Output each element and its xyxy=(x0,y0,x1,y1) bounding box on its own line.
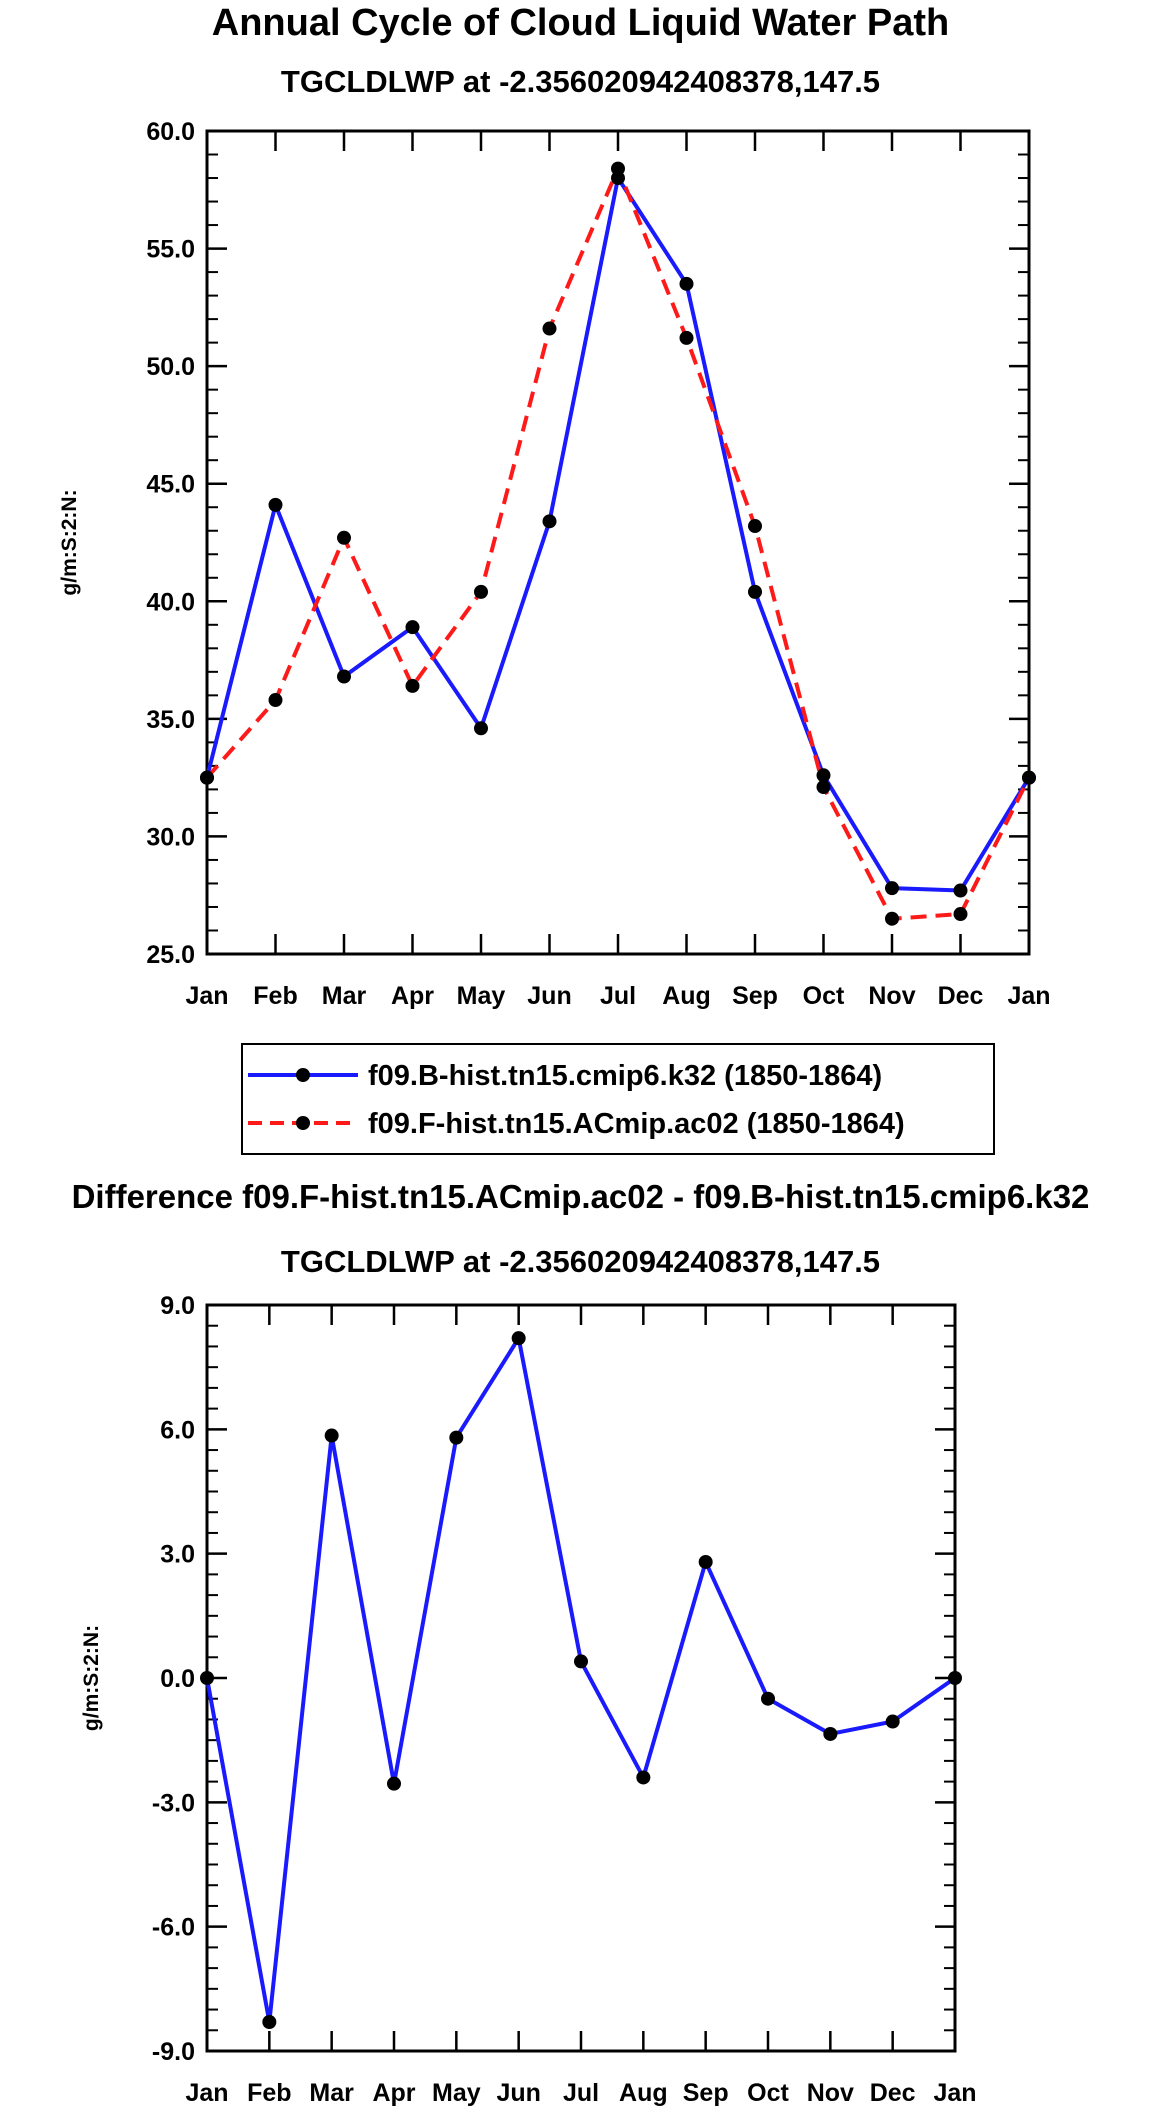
chart2-ytick-label: -3.0 xyxy=(152,1789,195,1817)
chart1-series-2-point xyxy=(816,780,831,795)
chart1-series-1-point xyxy=(953,883,968,898)
chart1-ylabel: g/m:S:2:N: xyxy=(58,489,81,595)
chart1-ytick-label: 30.0 xyxy=(146,823,195,851)
chart2-series-1-point xyxy=(324,1428,339,1443)
chart1-series-1-point xyxy=(542,514,557,529)
chart2-xtick-label: Oct xyxy=(747,2079,789,2107)
chart2-series-1-point xyxy=(948,1671,962,1685)
chart2-plot: Jan Feb Mar Apr May Jun Jul Aug Sep Oct Nov Dec Jan -… xyxy=(80,1292,977,2107)
chart2-series-1-point xyxy=(698,1554,713,1569)
chart2-ytick-label: 0.0 xyxy=(160,1665,195,1693)
chart2-series-1-point xyxy=(636,1770,651,1785)
chart2-ytick-label: -6.0 xyxy=(152,1914,195,1942)
chart1-xtick-label: May xyxy=(457,982,506,1010)
chart1-series-2-point xyxy=(953,907,968,922)
chart1-series-2-point xyxy=(1022,770,1036,785)
chart1-title: Annual Cycle of Cloud Liquid Water Path xyxy=(211,2,950,44)
chart1-legend: f09.B-hist.tn15.cmip6.k32 (1850-1864) f0… xyxy=(241,1043,995,1155)
chart2-xtick-label: Feb xyxy=(247,2079,291,2107)
chart2-series-1-point xyxy=(262,2014,277,2029)
chart1-ytick-label: 55.0 xyxy=(146,236,195,264)
chart1-ytick-label: 35.0 xyxy=(146,706,195,734)
chart1-series-2-line xyxy=(205,166,1031,921)
chart1-ytick-label: 40.0 xyxy=(146,588,195,616)
chart2-series-1-line xyxy=(205,1336,957,2024)
chart2-ylabel: g/m:S:2:N: xyxy=(80,1625,103,1731)
chart1-series-1-point xyxy=(474,721,488,736)
chart1-ytick-label: 25.0 xyxy=(146,941,195,969)
legend-label-series-2: f09.F-hist.tn15.ACmip.ac02 (1850-1864) xyxy=(368,1108,905,1140)
chart2-series-1-point xyxy=(574,1654,588,1669)
chart2-series-1-point xyxy=(200,1671,214,1685)
chart1-xtick-label: Oct xyxy=(803,982,845,1010)
chart1-xtick-label: Jan xyxy=(185,982,228,1010)
chart1-series-2-point xyxy=(337,530,351,545)
legend-marker-series-1 xyxy=(296,1068,310,1082)
chart2-frame xyxy=(205,1303,957,2053)
chart2-title: Difference f09.F-hist.tn15.ACmip.ac02 - … xyxy=(71,1178,1090,1215)
chart1-xtick-label: Sep xyxy=(732,982,778,1010)
chart1-series-2-point xyxy=(474,584,488,599)
chart2-xtick-label: Jun xyxy=(496,2079,540,2107)
chart2-xtick-label: Nov xyxy=(807,2079,854,2107)
chart1-series-2-point xyxy=(542,321,557,336)
chart2-xtick-label: Jul xyxy=(563,2079,599,2107)
chart1-series-1-point xyxy=(268,497,283,512)
chart1-frame xyxy=(205,129,1031,956)
chart1-series-2-point xyxy=(885,911,899,926)
legend-label-series-1: f09.B-hist.tn15.cmip6.k32 (1850-1864) xyxy=(368,1060,882,1092)
chart1-series-1-point xyxy=(885,881,899,896)
chart1-xtick-label: Nov xyxy=(868,982,915,1010)
chart2-xtick-label: Mar xyxy=(309,2079,354,2107)
chart1-series-1-point xyxy=(405,620,420,635)
chart1-series-2-point xyxy=(679,330,694,345)
legend-marker-series-2 xyxy=(296,1116,310,1130)
chart2-xtick-label: Jan xyxy=(185,2079,228,2107)
chart2-series-1-point xyxy=(449,1430,464,1445)
chart2-xtick-label: Sep xyxy=(683,2079,729,2107)
chart1-series-2-point xyxy=(611,161,625,176)
chart1-subtitle: TGCLDLWP at -2.356020942408378,147.5 xyxy=(280,64,881,99)
chart1-xtick-label: Aug xyxy=(662,982,711,1010)
chart1-series-2-point xyxy=(268,693,283,708)
chart2-xtick-label: May xyxy=(432,2079,481,2107)
chart2-xtick-label: Dec xyxy=(870,2079,916,2107)
chart2-subtitle: TGCLDLWP at -2.356020942408378,147.5 xyxy=(280,1244,881,1279)
chart2-ytick-label: -9.0 xyxy=(152,2038,195,2066)
chart1-ytick-label: 60.0 xyxy=(146,118,195,146)
chart1-series-2-point xyxy=(200,770,214,785)
chart1-series-1-point xyxy=(679,276,694,291)
chart2-ytick-label: 9.0 xyxy=(160,1292,195,1320)
chart1-ytick-label: 45.0 xyxy=(146,471,195,499)
chart1-plot: Jan Feb Mar Apr May Jun Jul Aug Sep Oct Nov Dec Jan 2… xyxy=(58,118,1051,1010)
chart2-xtick-label: Apr xyxy=(372,2079,415,2107)
chart2-xtick-label: Aug xyxy=(619,2079,668,2107)
chart1-xtick-label: Dec xyxy=(938,982,984,1010)
chart1-xtick-label: Jan xyxy=(1007,982,1050,1010)
chart2-series-1-point xyxy=(387,1776,401,1791)
chart1-series-1-point xyxy=(816,768,831,783)
chart1-xtick-label: Feb xyxy=(253,982,297,1010)
chart1-series-2-point xyxy=(405,678,420,693)
chart2-ytick-label: 3.0 xyxy=(160,1541,195,1569)
chart1-xtick-label: Mar xyxy=(322,982,367,1010)
chart1-series-1-line xyxy=(205,176,1031,893)
chart2-series-1-point xyxy=(823,1726,838,1741)
chart2-series-1-point xyxy=(511,1331,526,1346)
chart1-xtick-label: Jun xyxy=(527,982,571,1010)
chart1-xtick-label: Jul xyxy=(600,982,636,1010)
chart2-series-1-point xyxy=(885,1714,900,1729)
chart1-series-2-point xyxy=(748,519,762,534)
chart2-series-1-point xyxy=(761,1691,775,1706)
chart1-series-1-point xyxy=(337,669,351,684)
chart2-xtick-label: Jan xyxy=(933,2079,976,2107)
chart1-xtick-label: Apr xyxy=(391,982,434,1010)
chart2-ytick-label: 6.0 xyxy=(160,1416,195,1444)
chart1-ytick-label: 50.0 xyxy=(146,353,195,381)
chart1-series-1-point xyxy=(748,584,762,599)
legend-box xyxy=(241,1043,995,1155)
